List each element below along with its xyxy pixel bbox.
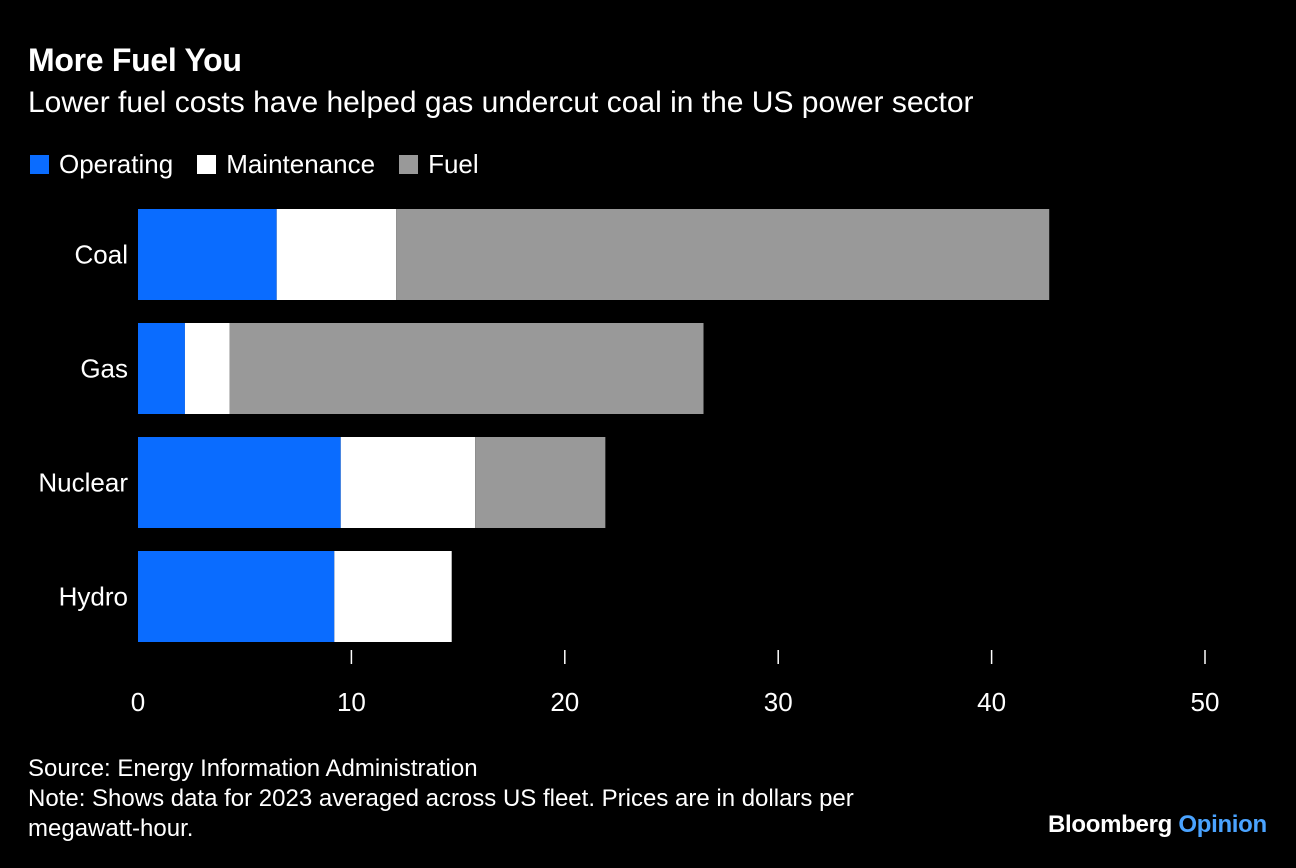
legend-swatch-maintenance: [197, 154, 217, 174]
bar-gas-fuel: [229, 323, 704, 414]
brand-accent: Opinion: [1178, 811, 1267, 838]
legend-item-fuel: Fuel: [399, 149, 479, 180]
bar-nuclear-maintenance: [340, 437, 476, 528]
bar-nuclear-fuel: [475, 437, 606, 528]
x-tick-label-40: 40: [977, 687, 1006, 717]
category-label-nuclear: Nuclear: [38, 468, 128, 498]
bar-gas-operating: [138, 323, 185, 414]
category-label-gas: Gas: [80, 354, 128, 384]
legend-item-maintenance: Maintenance: [197, 149, 375, 180]
brand-name: Bloomberg: [1048, 811, 1172, 838]
bar-hydro-operating: [138, 551, 335, 642]
source-note: Source: Energy Information Administratio…: [28, 755, 478, 782]
bar-coal-fuel: [396, 209, 1050, 300]
x-tick-label-20: 20: [550, 687, 579, 717]
bar-coal-maintenance: [276, 209, 397, 300]
legend: Operating Maintenance Fuel: [30, 147, 503, 181]
chart-subtitle: Lower fuel costs have helped gas undercu…: [28, 86, 974, 119]
bar-gas-maintenance: [184, 323, 230, 414]
footnote-line-2: megawatt-hour.: [28, 815, 194, 842]
legend-label-operating: Operating: [59, 148, 174, 179]
x-tick-label-50: 50: [1191, 687, 1220, 717]
chart-title: More Fuel You: [28, 42, 242, 78]
bar-coal-operating: [138, 209, 277, 300]
x-tick-label-10: 10: [337, 687, 366, 717]
chart-notes: Source: Energy Information Administratio…: [28, 754, 1008, 844]
bar-nuclear-operating: [138, 437, 341, 528]
category-label-coal: Coal: [75, 240, 128, 270]
legend-label-maintenance: Maintenance: [226, 148, 376, 179]
legend-swatch-operating: [30, 154, 49, 174]
stacked-bar-chart: Coal Gas Nuclear Hydro 0 10 20 30 40 50: [38, 209, 1220, 717]
legend-label-fuel: Fuel: [428, 148, 479, 179]
brand-logo: Bloomberg Opinion: [1048, 811, 1267, 839]
x-tick-label-30: 30: [764, 687, 793, 717]
x-tick-label-0: 0: [131, 687, 145, 717]
bar-hydro-maintenance: [334, 551, 452, 642]
category-label-hydro: Hydro: [59, 582, 128, 612]
legend-item-operating: Operating: [30, 149, 173, 180]
footnote-line-1: Note: Shows data for 2023 averaged acros…: [28, 785, 854, 812]
legend-swatch-fuel: [399, 154, 419, 174]
